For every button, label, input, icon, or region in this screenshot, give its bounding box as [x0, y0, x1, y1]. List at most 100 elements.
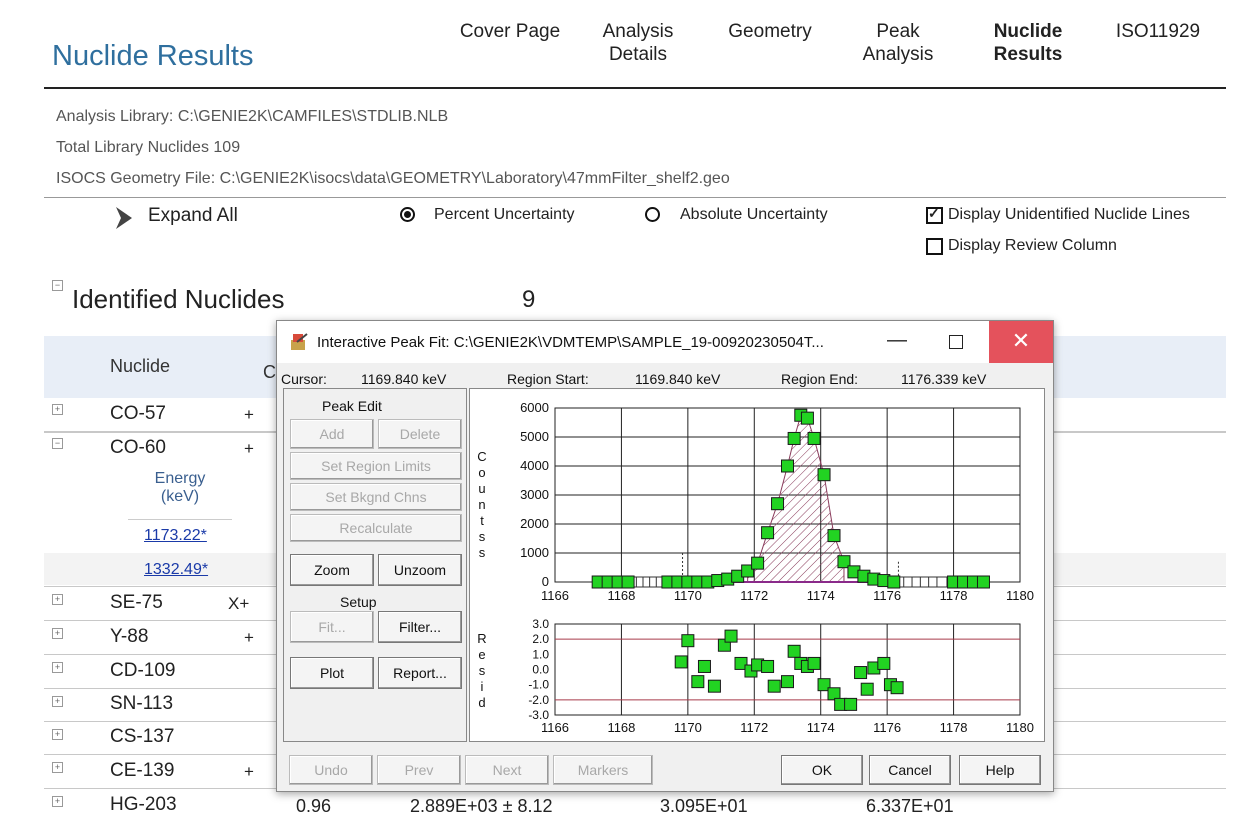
y-axis-title: e	[478, 647, 485, 662]
set-region-limits-button[interactable]: Set Region Limits	[290, 452, 462, 480]
close-icon[interactable]: ✕	[989, 321, 1053, 363]
x-tick-label: 1172	[740, 588, 768, 603]
col-nuclide[interactable]: Nuclide	[110, 356, 171, 376]
setup-label: Setup	[340, 594, 377, 610]
energy-link[interactable]: 1173.22*	[144, 527, 207, 544]
expand-row-icon[interactable]: +	[52, 762, 63, 773]
tab-analysis-details[interactable]: Analysis Details	[602, 21, 674, 65]
collapse-row-icon[interactable]: −	[52, 438, 63, 449]
zoom-button[interactable]: Zoom	[290, 554, 374, 586]
tab-iso11929[interactable]: ISO11929	[1115, 21, 1201, 42]
info-divider	[44, 197, 1226, 198]
region-start-label: Region Start:	[507, 371, 589, 387]
x-tick-label: 1170	[674, 588, 702, 603]
hg203-value-3: 3.095E+01	[660, 796, 748, 816]
interactive-peak-fit-dialog: Interactive Peak Fit: C:\GENIE2K\VDMTEMP…	[276, 320, 1054, 792]
recalculate-button[interactable]: Recalculate	[290, 514, 462, 542]
y-axis-title: d	[478, 695, 485, 710]
dialog-title-bar[interactable]	[277, 321, 1053, 363]
report-button[interactable]: Report...	[378, 657, 462, 689]
expand-row-icon[interactable]: +	[52, 796, 63, 807]
x-tick-label: 1178	[940, 588, 968, 603]
next-button[interactable]: Next	[465, 755, 549, 785]
y-axis-title: s	[479, 545, 486, 560]
unzoom-button[interactable]: Unzoom	[378, 554, 462, 586]
expand-row-icon[interactable]: +	[52, 404, 63, 415]
expand-row-icon[interactable]: +	[52, 662, 63, 673]
y-tick-label: 3.0	[532, 617, 549, 631]
energy-link[interactable]: 1332.49*	[144, 561, 209, 578]
tab-peak-analysis[interactable]: Peak Analysis	[862, 21, 934, 65]
hg203-value-1: 0.96	[296, 796, 332, 816]
absolute-uncertainty-label[interactable]: Absolute Uncertainty	[680, 206, 828, 223]
maximize-icon[interactable]	[949, 335, 963, 349]
x-tick-label: 1176	[873, 720, 901, 735]
residual-data-point	[807, 656, 821, 670]
y-tick-label: 5000	[520, 429, 549, 444]
expand-row-icon[interactable]: +	[52, 594, 63, 605]
x-tick-label: 1168	[607, 588, 635, 603]
nuclide-flag: +	[244, 439, 254, 458]
header-divider	[44, 87, 1226, 89]
y-axis-title: s	[479, 529, 486, 544]
x-tick-label: 1178	[940, 720, 968, 735]
set-bkgnd-chns-button[interactable]: Set Bkgnd Chns	[290, 483, 462, 511]
y-tick-label: 1000	[520, 545, 549, 560]
y-tick-label: -3.0	[528, 708, 549, 722]
counts-data-point	[771, 497, 785, 511]
tab-cover-page[interactable]: Cover Page	[459, 21, 561, 42]
display-review-label[interactable]: Display Review Column	[948, 237, 1117, 254]
residual-data-point	[827, 687, 841, 701]
expand-row-icon[interactable]: +	[52, 696, 63, 707]
y-axis-title: C	[477, 449, 486, 464]
collapse-section-icon[interactable]: −	[52, 280, 63, 291]
minimize-icon[interactable]: —	[887, 329, 907, 351]
nuclide-flag: +	[244, 762, 254, 781]
hg203-value-2: 2.889E+03 ± 8.12	[410, 796, 553, 816]
residual-data-point	[697, 659, 711, 673]
percent-uncertainty-label[interactable]: Percent Uncertainty	[434, 206, 575, 223]
residual-data-point	[734, 656, 748, 670]
plot-button[interactable]: Plot	[290, 657, 374, 689]
undo-button[interactable]: Undo	[289, 755, 373, 785]
page-title: Nuclide Results	[52, 40, 254, 72]
delete-button[interactable]: Delete	[378, 419, 462, 449]
expand-all-button[interactable]	[112, 205, 138, 236]
y-tick-label: -2.0	[528, 693, 549, 707]
col-partial[interactable]: C	[263, 362, 276, 382]
cancel-button[interactable]: Cancel	[869, 755, 951, 785]
percent-uncertainty-radio[interactable]	[400, 207, 415, 227]
nuclide-name: CO-57	[110, 403, 166, 424]
absolute-uncertainty-radio[interactable]	[645, 207, 660, 227]
identified-nuclides-title: Identified Nuclides	[72, 284, 285, 314]
app-icon	[289, 332, 311, 357]
display-review-checkbox[interactable]	[926, 238, 943, 260]
display-unidentified-label[interactable]: Display Unidentified Nuclide Lines	[948, 206, 1190, 223]
counts-data-point	[741, 564, 755, 578]
expand-row-icon[interactable]: +	[52, 729, 63, 740]
peak-edit-panel: Peak Edit Add Delete Set Region Limits S…	[283, 388, 467, 742]
isocs-geometry-file: ISOCS Geometry File: C:\GENIE2K\isocs\da…	[56, 170, 730, 187]
filter-button[interactable]: Filter...	[378, 611, 462, 643]
residual-data-point	[890, 681, 904, 695]
y-tick-label: 6000	[520, 400, 549, 415]
y-tick-label: 1.0	[532, 647, 549, 661]
prev-button[interactable]: Prev	[377, 755, 461, 785]
x-tick-label: 1166	[541, 588, 569, 603]
residual-data-point	[724, 629, 738, 643]
help-button[interactable]: Help	[959, 755, 1041, 785]
tab-geometry[interactable]: Geometry	[728, 21, 812, 42]
expand-all-label[interactable]: Expand All	[148, 205, 238, 226]
ok-button[interactable]: OK	[781, 755, 863, 785]
markers-button[interactable]: Markers	[553, 755, 653, 785]
fit-button[interactable]: Fit...	[290, 611, 374, 643]
y-axis-title: u	[478, 481, 485, 496]
region-end-value: 1176.339 keV	[901, 371, 987, 387]
expand-row-icon[interactable]: +	[52, 628, 63, 639]
add-button[interactable]: Add	[290, 419, 374, 449]
display-unidentified-checkbox[interactable]	[926, 205, 943, 229]
peak-edit-label: Peak Edit	[322, 398, 382, 414]
tab-nuclide-results[interactable]: Nuclide Results	[993, 21, 1063, 65]
